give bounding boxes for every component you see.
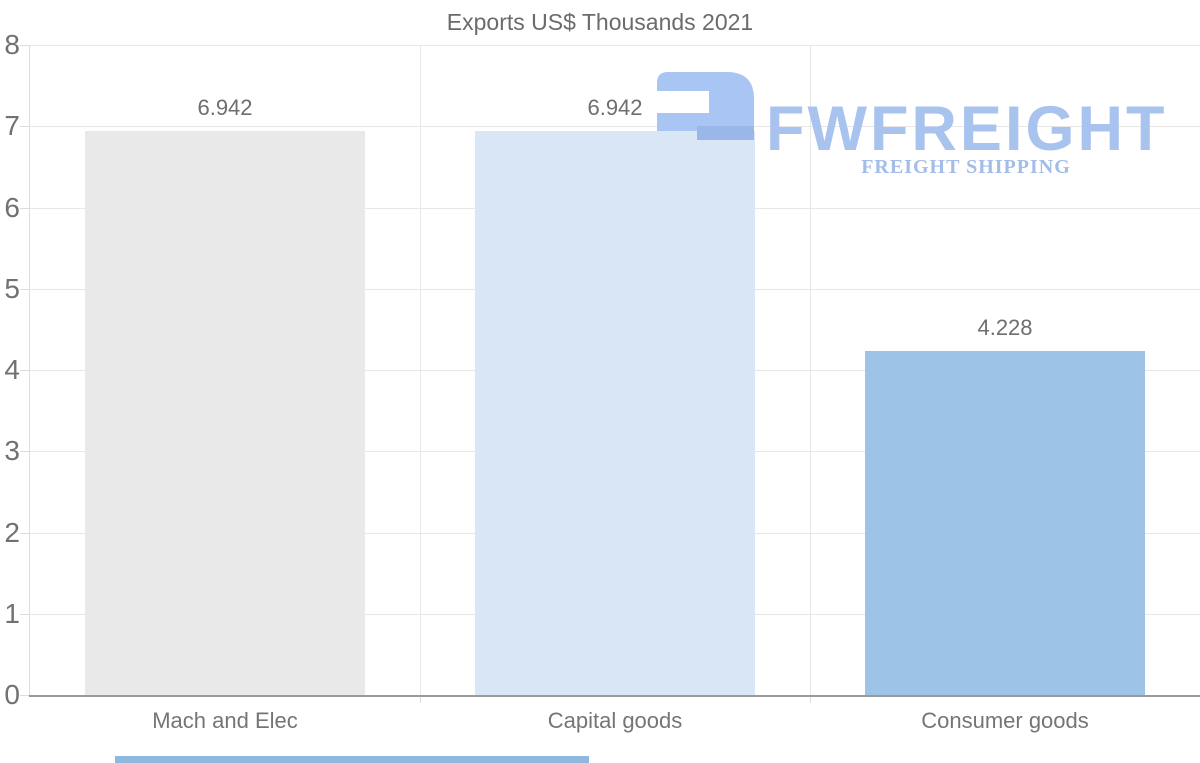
bar-value-label: 6.942	[197, 94, 253, 120]
y-axis-label: 1	[4, 597, 20, 629]
bar-value-label: 6.942	[587, 94, 643, 120]
bar-value-label: 4.228	[977, 315, 1033, 341]
x-axis-line	[29, 695, 1200, 697]
gridline-horizontal	[30, 126, 1200, 128]
y-axis-tick	[20, 370, 30, 371]
y-axis-tick	[20, 451, 30, 453]
chart-title: Exports US$ Thousands 2021	[446, 9, 754, 35]
y-axis-tick	[20, 532, 30, 534]
y-axis-label: 0	[4, 679, 20, 710]
y-axis-label: 7	[4, 110, 20, 142]
y-axis-tick	[20, 207, 30, 209]
fwfreight-logo-icon	[657, 72, 754, 140]
y-axis-tick	[20, 695, 30, 696]
gridline-horizontal	[30, 45, 1200, 46]
y-axis-tick	[20, 45, 30, 46]
y-axis-label: 8	[4, 29, 20, 60]
y-axis-label: 5	[4, 272, 20, 304]
x-axis-category-label: Consumer goods	[921, 708, 1089, 733]
watermark-brand-text: FWFREIGHT	[766, 94, 1168, 164]
x-axis-tick	[810, 695, 811, 703]
watermark-tagline-text: FREIGHT SHIPPING	[861, 156, 1071, 178]
gridline-vertical	[810, 45, 811, 695]
bar-mach-and-elec[interactable]	[85, 130, 365, 695]
bar-consumer-goods[interactable]	[865, 351, 1145, 695]
y-axis-tick	[20, 613, 30, 615]
y-axis-tick	[20, 288, 30, 290]
y-axis-tick	[20, 126, 30, 128]
y-axis-line	[29, 45, 30, 695]
x-axis-tick	[420, 695, 421, 703]
horizontal-scrollbar-thumb[interactable]	[115, 756, 589, 763]
gridline-vertical	[420, 45, 421, 695]
x-axis-category-label: Mach and Elec	[152, 708, 298, 733]
y-axis-label: 4	[4, 354, 20, 385]
y-axis-label: 3	[4, 435, 20, 467]
y-axis-label: 2	[4, 516, 20, 548]
y-axis-label: 6	[4, 191, 20, 223]
x-axis-category-label: Capital goods	[547, 708, 683, 733]
bar-capital-goods[interactable]	[475, 130, 755, 695]
